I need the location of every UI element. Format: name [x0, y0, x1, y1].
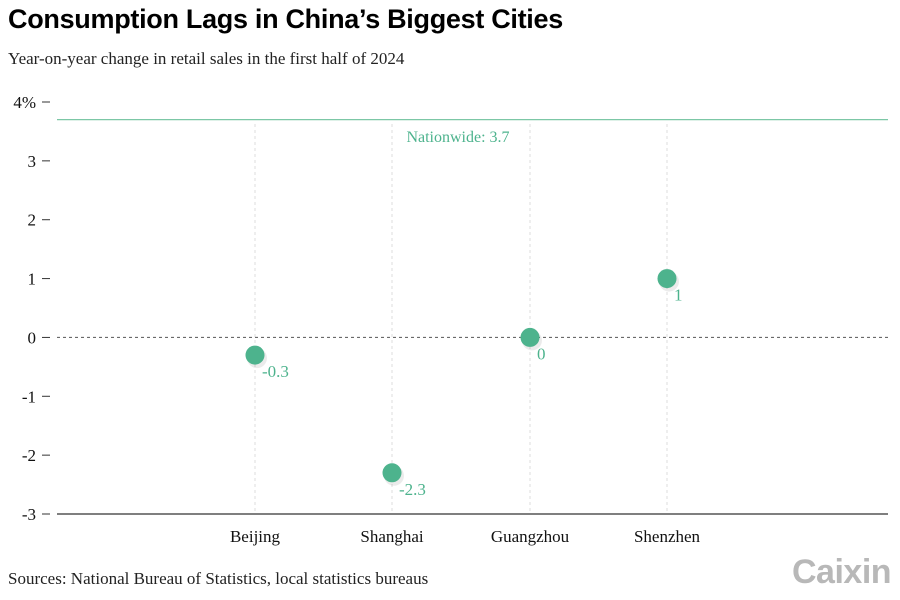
y-tick-label: -3 — [22, 505, 36, 524]
x-tick-label-shanghai: Shanghai — [360, 527, 424, 546]
data-label-beijing: -0.3 — [262, 362, 289, 381]
chart-title: Consumption Lags in China’s Biggest Citi… — [8, 4, 563, 34]
nationwide-reference-label: Nationwide: 3.7 — [406, 129, 509, 146]
y-tick-label: 2 — [28, 211, 37, 230]
x-tick-label-shenzhen: Shenzhen — [634, 527, 701, 546]
y-tick-label: -1 — [22, 387, 36, 406]
y-tick-label: -2 — [22, 446, 36, 465]
axis-layer: -3 -2 -1 0 1 2 3 4% Beijing Shanghai Guangzhou Shen… — [13, 93, 888, 546]
mark-layer: -0.3 -2.3 0 1 — [245, 269, 683, 499]
grid-layer: Nationwide: 3.7 — [57, 119, 888, 514]
y-tick-label: 4% — [13, 93, 36, 112]
chart-subtitle: Year-on-year change in retail sales in t… — [8, 49, 405, 68]
x-tick-label-guangzhou: Guangzhou — [491, 527, 570, 546]
data-point-beijing — [245, 345, 265, 365]
y-tick-label: 1 — [28, 270, 37, 289]
data-point-shanghai — [382, 463, 402, 483]
sources-note: Sources: National Bureau of Statistics, … — [8, 569, 429, 588]
data-point-guangzhou — [520, 327, 540, 347]
y-tick-label: 3 — [28, 152, 37, 171]
caixin-logo: Caixin — [792, 553, 892, 591]
data-point-shenzhen — [657, 269, 677, 289]
y-tick-label: 0 — [28, 328, 37, 347]
data-label-shenzhen: 1 — [674, 286, 683, 305]
data-label-shanghai: -2.3 — [399, 480, 426, 499]
x-tick-label-beijing: Beijing — [230, 527, 281, 546]
data-label-guangzhou: 0 — [537, 344, 546, 363]
